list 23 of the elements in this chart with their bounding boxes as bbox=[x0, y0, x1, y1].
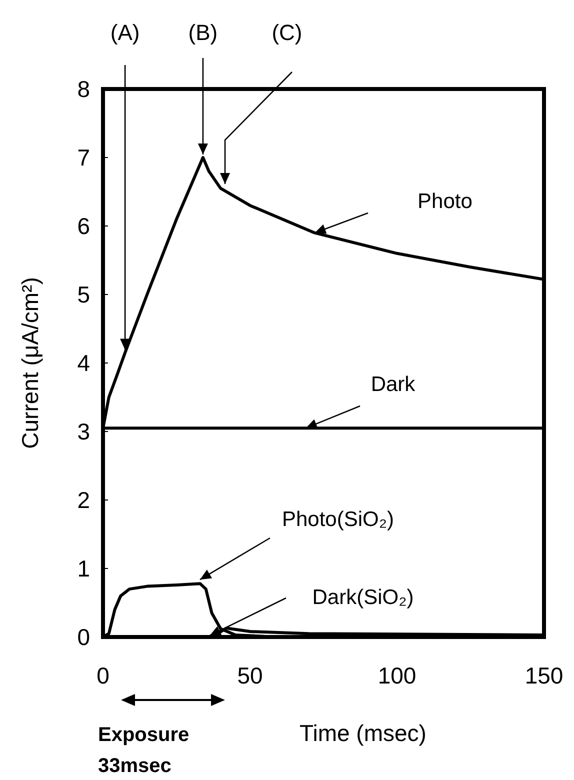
series-label: Dark(SiO₂) bbox=[312, 586, 414, 609]
x-axis-title: Time (msec) bbox=[300, 720, 426, 746]
y-tick-label: 3 bbox=[77, 418, 90, 445]
x-tick-label: 0 bbox=[96, 662, 110, 688]
y-tick-label: 6 bbox=[77, 213, 90, 240]
series-label: Dark bbox=[370, 373, 416, 396]
text: Photo bbox=[418, 190, 472, 213]
y-tick-label: 5 bbox=[77, 282, 90, 308]
y-tick-label: 7 bbox=[77, 144, 90, 171]
text: Photo(SiO₂) bbox=[282, 508, 394, 531]
x-tick-label: 150 bbox=[524, 662, 564, 688]
y-tick-label: 2 bbox=[77, 487, 90, 514]
annotation: (C) bbox=[272, 20, 302, 45]
y-tick-label: 4 bbox=[77, 350, 90, 376]
y-tick-label: 1 bbox=[77, 556, 90, 582]
annotation: (B) bbox=[188, 20, 218, 45]
x-tick-label: 100 bbox=[378, 662, 416, 688]
y-tick-label: 0 bbox=[77, 624, 90, 650]
text: Exposure 33msec bbox=[98, 724, 190, 777]
y-axis-title: Current (μA/cm²) bbox=[17, 277, 43, 449]
x-tick-label: 50 bbox=[237, 662, 263, 688]
annotation: (A) bbox=[110, 20, 140, 45]
y-tick-label: 8 bbox=[77, 76, 90, 102]
